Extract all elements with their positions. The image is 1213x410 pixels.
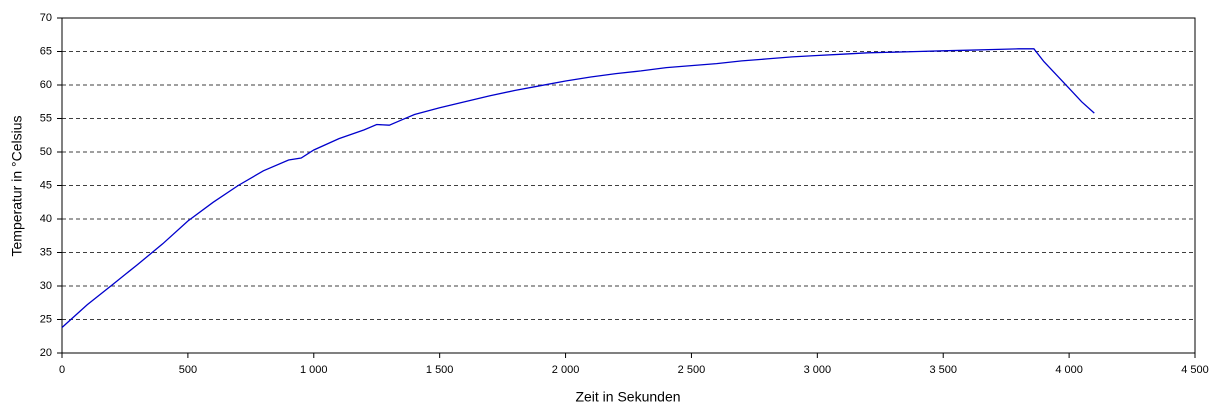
y-tick-label: 25: [40, 313, 52, 325]
x-tick-label: 500: [179, 364, 197, 376]
y-tick-label: 45: [40, 179, 52, 191]
y-tick-label: 65: [40, 45, 52, 57]
y-tick-label: 40: [40, 213, 52, 225]
y-tick-label: 50: [40, 146, 52, 158]
x-axis-label: Zeit in Sekunden: [575, 389, 680, 405]
data-line: [61, 48, 1095, 328]
plot-area: [61, 17, 1196, 354]
y-tick-label: 60: [40, 79, 52, 91]
y-tick-label: 55: [40, 112, 52, 124]
y-tick-label: 35: [40, 246, 52, 258]
x-tick-label: 4 000: [1055, 364, 1083, 376]
y-axis-label: Temperatur in °Celsius: [9, 116, 25, 257]
x-tick-label: 1 500: [426, 364, 454, 376]
y-tick-label: 70: [40, 12, 52, 24]
x-tick-label: 2 000: [552, 364, 580, 376]
y-tick-label: 30: [40, 280, 52, 292]
x-tick-label: 3 500: [929, 364, 957, 376]
x-tick-label: 2 500: [678, 364, 706, 376]
x-tick-label: 4 500: [1181, 364, 1209, 376]
x-tick-label: 0: [59, 364, 65, 376]
x-tick-label: 1 000: [300, 364, 328, 376]
x-tick-label: 3 000: [804, 364, 832, 376]
y-tick-label: 20: [40, 347, 52, 359]
